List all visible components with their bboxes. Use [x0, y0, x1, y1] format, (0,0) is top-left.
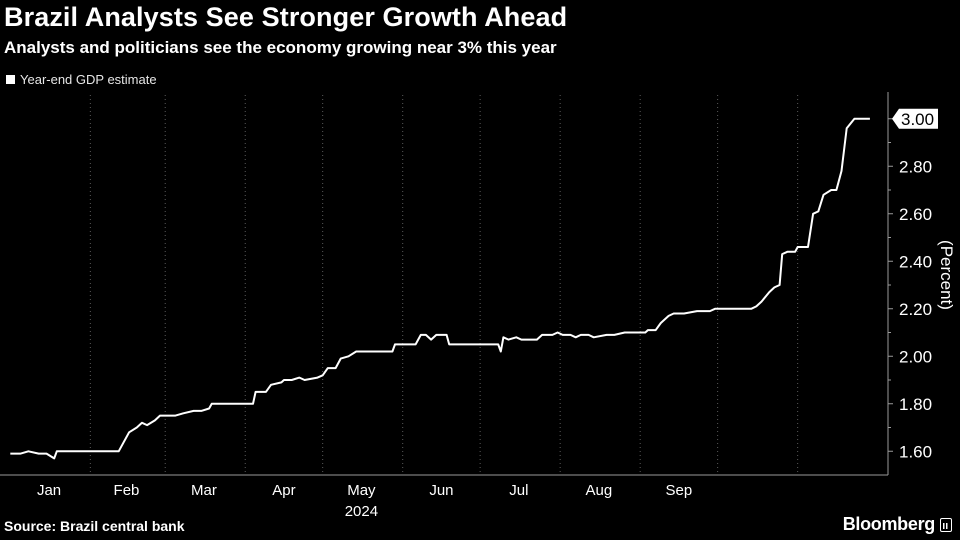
y-tick-label-3: 2.20 [899, 300, 932, 319]
y-tick-label-4: 2.40 [899, 252, 932, 271]
source-note: Source: Brazil central bank [4, 518, 185, 534]
y-tick-label-0: 1.60 [899, 442, 932, 461]
y-tick-label-6: 2.80 [899, 157, 932, 176]
series-line-gdp-estimate [10, 117, 870, 460]
chart-title: Brazil Analysts See Stronger Growth Ahea… [4, 2, 568, 32]
last-value-callout [892, 108, 938, 129]
x-tick-label-5: Jun [429, 482, 453, 499]
legend-swatch [6, 75, 15, 84]
bloomberg-terminal-icon [940, 517, 952, 532]
x-tick-label-3: Apr [272, 482, 295, 499]
y-tick-label-1: 1.80 [899, 395, 932, 414]
x-tick-label-4: May [347, 482, 376, 499]
legend-label: Year-end GDP estimate [20, 72, 157, 87]
last-value-label: 3.00 [901, 110, 934, 129]
chart-subtitle: Analysts and politicians see the economy… [4, 38, 557, 57]
legend: Year-end GDP estimate [6, 72, 157, 87]
y-tick-label-5: 2.60 [899, 205, 932, 224]
y-axis-label: (Percent) [937, 240, 956, 310]
brand-name: Bloomberg [842, 514, 936, 534]
x-tick-label-8: Sep [666, 482, 693, 499]
x-tick-label-2: Mar [191, 482, 217, 499]
x-tick-label-0: Jan [37, 482, 61, 499]
x-tick-label-7: Aug [586, 482, 613, 499]
y-tick-label-2: 2.00 [899, 347, 932, 366]
brand-logo: Bloomberg [843, 514, 952, 535]
x-tick-label-6: Jul [509, 482, 528, 499]
x-tick-label-1: Feb [114, 482, 140, 499]
x-year-label: 2024 [345, 503, 378, 520]
